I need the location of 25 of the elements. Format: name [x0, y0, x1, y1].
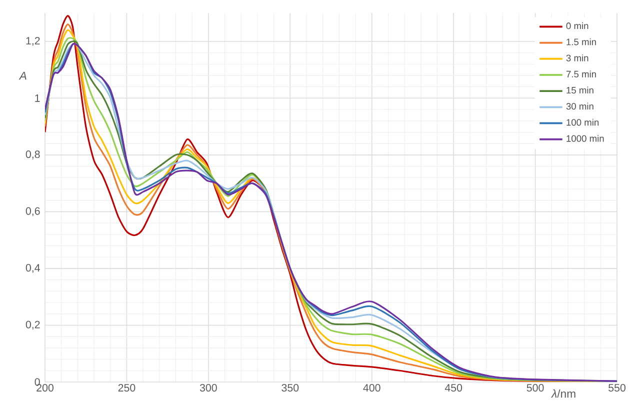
y-tick-label: 0 — [34, 378, 40, 386]
legend-label: 0 min — [566, 22, 588, 30]
y-tick-label: 0,8 — [26, 150, 40, 160]
x-tick-label: 200 — [36, 384, 54, 392]
y-tick-label: 0,6 — [26, 207, 40, 216]
legend-label: 1000 min — [566, 134, 604, 142]
y-tick-label: 0,4 — [26, 264, 40, 273]
x-tick-label: 300 — [200, 384, 217, 392]
y-tick-label: 0,2 — [26, 320, 40, 330]
legend-label: 100 min — [566, 118, 599, 126]
x-tick-label: 500 — [526, 384, 544, 392]
y-tick-label: 1,2 — [26, 36, 40, 46]
legend-label: 30 min — [566, 102, 594, 110]
x-tick-label: 450 — [444, 384, 462, 392]
x-axis-title: λ/nm — [551, 389, 576, 398]
x-tick-label: 250 — [118, 384, 136, 392]
x-tick-label: 400 — [363, 384, 380, 392]
legend-label: 7.5 min — [566, 70, 596, 78]
legend-label: 3 min — [566, 54, 588, 62]
y-tick-label: 1 — [35, 94, 40, 102]
x-tick-label: 350 — [282, 384, 299, 392]
y-axis-title: A — [18, 72, 26, 80]
legend-label: 15 min — [566, 86, 594, 94]
x-tick-label: 550 — [608, 384, 626, 392]
legend-label: 1.5 min — [566, 38, 596, 46]
